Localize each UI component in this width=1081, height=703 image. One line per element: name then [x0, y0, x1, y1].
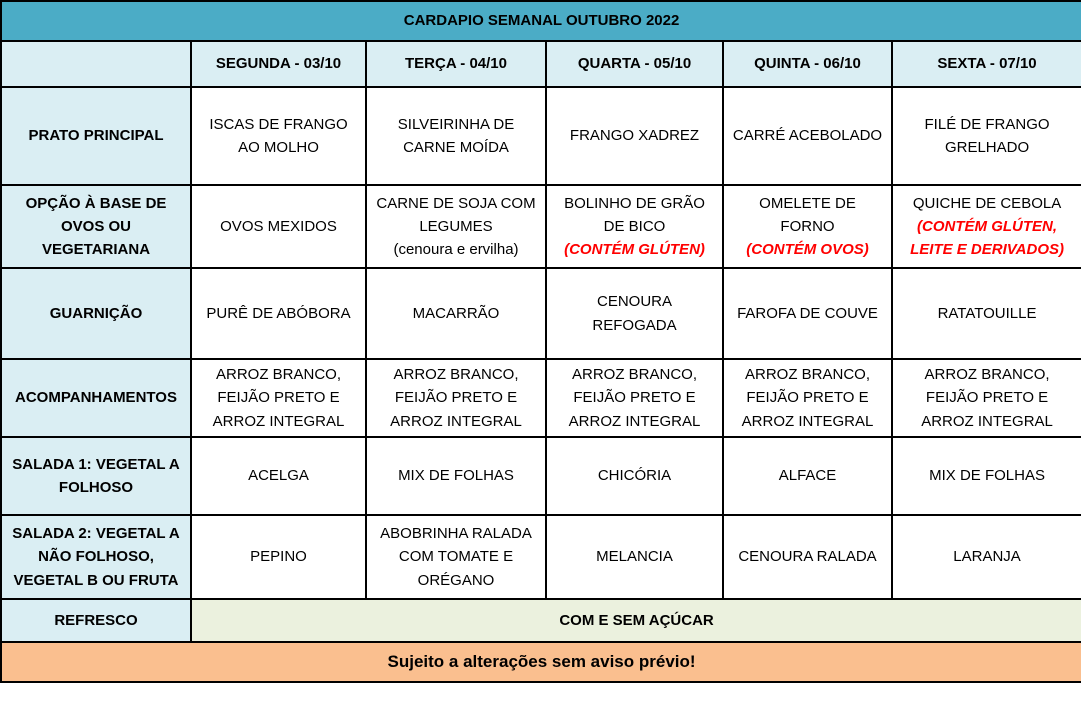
menu-cell: FILÉ DE FRANGO GRELHADO	[890, 86, 1081, 186]
row-guarnicao: GUARNIÇÃO PURÊ DE ABÓBORA MACARRÃO CENOU…	[0, 267, 1081, 360]
day-header-segunda: SEGUNDA - 03/10	[190, 40, 367, 88]
row-label-opcao: OPÇÃO À BASE DE OVOS OU VEGETARIANA	[0, 184, 192, 269]
dish-name: SILVEIRINHA DE CARNE MOÍDA	[397, 115, 515, 156]
menu-cell: CARNE DE SOJA COM LEGUMES (cenoura e erv…	[365, 184, 547, 269]
menu-cell: MIX DE FOLHAS	[365, 436, 547, 516]
menu-cell: OMELETE DE FORNO (CONTÉM OVOS)	[722, 184, 893, 269]
menu-table: CARDAPIO SEMANAL OUTUBRO 2022 SEGUNDA - …	[0, 0, 1081, 683]
dish-note: (cenoura e ervilha)	[393, 241, 519, 259]
row-opcao-ovos-vegetariana: OPÇÃO À BASE DE OVOS OU VEGETARIANA OVOS…	[0, 184, 1081, 269]
row-salada-2: SALADA 2: VEGETAL A NÃO FOLHOSO, VEGETAL…	[0, 514, 1081, 600]
row-label-salada-1: SALADA 1: VEGETAL A FOLHOSO	[0, 436, 192, 516]
menu-cell: CHICÓRIA	[545, 436, 724, 516]
row-prato-principal: PRATO PRINCIPAL ISCAS DE FRANGO AO MOLHO…	[0, 86, 1081, 186]
dish-name: LARANJA	[953, 548, 1021, 566]
allergen-warning: (CONTÉM GLÚTEN, LEITE E DERIVADOS)	[910, 217, 1064, 259]
menu-cell: ARROZ BRANCO, FEIJÃO PRETO E ARROZ INTEG…	[890, 358, 1081, 438]
dish-name: RATATOUILLE	[937, 304, 1037, 322]
menu-cell: ARROZ BRANCO, FEIJÃO PRETO E ARROZ INTEG…	[365, 358, 547, 438]
menu-cell: ARROZ BRANCO, FEIJÃO PRETO E ARROZ INTEG…	[722, 358, 893, 438]
allergen-warning: (CONTÉM OVOS)	[746, 241, 869, 259]
row-salada-1: SALADA 1: VEGETAL A FOLHOSO ACELGA MIX D…	[0, 436, 1081, 516]
menu-cell: RATATOUILLE	[890, 267, 1081, 360]
menu-cell: FAROFA DE COUVE	[722, 267, 893, 360]
dish-name: MELANCIA	[596, 548, 673, 566]
dish-name: FILÉ DE FRANGO GRELHADO	[924, 115, 1050, 156]
dish-name: ARROZ BRANCO, FEIJÃO PRETO E ARROZ INTEG…	[741, 366, 874, 430]
footer-notice: Sujeito a alterações sem aviso prévio!	[0, 641, 1081, 683]
menu-cell: OVOS MEXIDOS	[190, 184, 367, 269]
dish-name: QUICHE DE CEBOLA	[912, 194, 1062, 212]
menu-cell: PURÊ DE ABÓBORA	[190, 267, 367, 360]
dish-name: CARRÉ ACEBOLADO	[732, 127, 883, 145]
row-label-prato-principal: PRATO PRINCIPAL	[0, 86, 192, 186]
footer-row: Sujeito a alterações sem aviso prévio!	[0, 641, 1081, 683]
dish-name: MIX DE FOLHAS	[398, 467, 514, 485]
row-label-salada-2: SALADA 2: VEGETAL A NÃO FOLHOSO, VEGETAL…	[0, 514, 192, 600]
row-refresco: REFRESCO COM E SEM AÇÚCAR	[0, 598, 1081, 643]
menu-cell: MIX DE FOLHAS	[890, 436, 1081, 516]
dish-name: ABOBRINHA RALADA COM TOMATE E ORÉGANO	[380, 525, 532, 589]
row-acompanhamentos: ACOMPANHAMENTOS ARROZ BRANCO, FEIJÃO PRE…	[0, 358, 1081, 438]
title-row: CARDAPIO SEMANAL OUTUBRO 2022	[0, 0, 1081, 42]
menu-cell: FRANGO XADREZ	[545, 86, 724, 186]
menu-cell: QUICHE DE CEBOLA (CONTÉM GLÚTEN, LEITE E…	[890, 184, 1081, 269]
day-header-quinta: QUINTA - 06/10	[722, 40, 893, 88]
dish-name: OMELETE DE FORNO	[759, 194, 856, 235]
dish-name: FRANGO XADREZ	[569, 127, 700, 145]
dish-name: ACELGA	[248, 467, 309, 485]
menu-cell: CARRÉ ACEBOLADO	[722, 86, 893, 186]
dish-name: ARROZ BRANCO, FEIJÃO PRETO E ARROZ INTEG…	[921, 366, 1053, 430]
menu-cell: ARROZ BRANCO, FEIJÃO PRETO E ARROZ INTEG…	[545, 358, 724, 438]
dish-name: ARROZ BRANCO, FEIJÃO PRETO E ARROZ INTEG…	[568, 366, 701, 430]
corner-cell	[0, 40, 192, 88]
dish-name: CENOURA REFOGADA	[592, 293, 677, 334]
dish-name: PURÊ DE ABÓBORA	[206, 304, 351, 322]
dish-name: BOLINHO DE GRÃO DE BICO	[564, 194, 705, 235]
menu-cell: ARROZ BRANCO, FEIJÃO PRETO E ARROZ INTEG…	[190, 358, 367, 438]
dish-name: MIX DE FOLHAS	[929, 467, 1045, 485]
refresco-value-cell: COM E SEM AÇÚCAR	[189, 598, 1081, 643]
dish-name: PEPINO	[250, 548, 307, 566]
day-header-row: SEGUNDA - 03/10 TERÇA - 04/10 QUARTA - 0…	[0, 40, 1081, 88]
dish-name: CHICÓRIA	[597, 467, 672, 485]
menu-cell: ISCAS DE FRANGO AO MOLHO	[190, 86, 367, 186]
row-label-guarnicao: GUARNIÇÃO	[0, 267, 192, 360]
menu-cell: ALFACE	[722, 436, 893, 516]
dish-name: ARROZ BRANCO, FEIJÃO PRETO E ARROZ INTEG…	[212, 366, 345, 430]
dish-name: ISCAS DE FRANGO AO MOLHO	[209, 115, 348, 156]
menu-cell: ABOBRINHA RALADA COM TOMATE E ORÉGANO	[365, 514, 547, 600]
day-header-sexta: SEXTA - 07/10	[890, 40, 1081, 88]
row-label-refresco: REFRESCO	[0, 598, 192, 643]
menu-cell: MACARRÃO	[365, 267, 547, 360]
dish-name: OVOS MEXIDOS	[220, 217, 337, 235]
menu-cell: MELANCIA	[545, 514, 724, 600]
page-title: CARDAPIO SEMANAL OUTUBRO 2022	[0, 0, 1081, 42]
menu-cell: CENOURA RALADA	[722, 514, 893, 600]
allergen-warning: (CONTÉM GLÚTEN)	[564, 241, 705, 259]
dish-name: ALFACE	[778, 467, 837, 485]
menu-cell: CENOURA REFOGADA	[545, 267, 724, 360]
dish-name: ARROZ BRANCO, FEIJÃO PRETO E ARROZ INTEG…	[390, 366, 522, 430]
day-header-terca: TERÇA - 04/10	[365, 40, 547, 88]
dish-name: FAROFA DE COUVE	[737, 304, 878, 322]
dish-name: MACARRÃO	[412, 304, 500, 322]
menu-cell: LARANJA	[890, 514, 1081, 600]
dish-name: CENOURA RALADA	[738, 548, 877, 566]
menu-cell: PEPINO	[190, 514, 367, 600]
row-label-acompanhamentos: ACOMPANHAMENTOS	[0, 358, 192, 438]
dish-name: CARNE DE SOJA COM LEGUMES	[376, 194, 536, 235]
menu-cell: ACELGA	[190, 436, 367, 516]
day-header-quarta: QUARTA - 05/10	[545, 40, 724, 88]
menu-cell: BOLINHO DE GRÃO DE BICO (CONTÉM GLÚTEN)	[545, 184, 724, 269]
menu-cell: SILVEIRINHA DE CARNE MOÍDA	[365, 86, 547, 186]
